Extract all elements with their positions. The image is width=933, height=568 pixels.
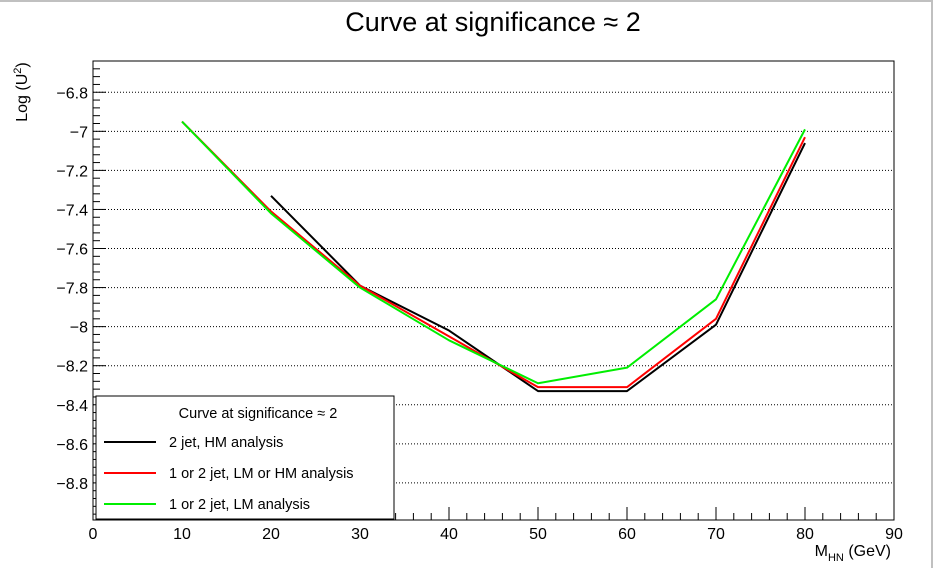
legend: Curve at significance ≈ 2 2 jet, HM analy… [95,395,395,520]
legend-title: Curve at significance ≈ 2 [179,406,338,422]
y-tick-label: −8.6 [56,437,88,454]
x-tick-label: 20 [262,526,280,543]
y-tick-label: −6.8 [56,85,88,102]
chart-title: Curve at significance ≈ 2 [345,7,640,37]
x-tick-label: 10 [173,526,191,543]
x-axis-title-sub: HN [828,552,844,564]
y-tick-label: −7.4 [56,202,88,219]
y-tick-label: −8.2 [56,359,88,376]
y-tick-label: −7.6 [56,242,88,259]
legend-label-3: 1 or 2 jet, LM analysis [169,497,310,513]
x-tick-label: 80 [796,526,814,543]
y-axis-title-main: Log (U [14,74,31,122]
series-line-3 [181,120,806,385]
legend-box [95,395,395,520]
y-tick-label: −7.8 [56,281,88,298]
x-tick-label: 30 [351,526,369,543]
x-tick-label: 50 [529,526,547,543]
legend-label-2: 1 or 2 jet, LM or HM analysis [169,466,354,482]
series-line-2 [181,120,806,389]
y-axis-title: Log (U2) [12,62,31,121]
y-axis-title-rest: ) [14,62,31,67]
y-tick-label: −8.4 [56,398,88,415]
y-tick-label: −8 [70,320,88,337]
x-axis-title: MHN (GeV) [815,543,891,564]
x-tick-label: 70 [707,526,725,543]
y-tick-label: −8.8 [56,476,88,493]
plot-frame [92,60,895,521]
x-axis-title-rest: (GeV) [844,543,891,560]
x-tick-label: 40 [440,526,458,543]
y-tick-label: −7 [70,124,88,141]
x-tick-label: 90 [885,526,903,543]
x-tick-label: 0 [89,526,98,543]
x-tick-label: 60 [618,526,636,543]
plot-area: 0 10 20 30 40 50 60 70 80 90 −6.8 −7 −7.2 −7.4 −7.6 −7.… [56,60,903,543]
series-line-1 [270,142,806,393]
y-tick-label: −7.2 [56,163,88,180]
x-axis-title-main: M [815,543,828,560]
legend-label-1: 2 jet, HM analysis [169,435,283,451]
y-axis-title-sup: 2 [12,68,24,74]
